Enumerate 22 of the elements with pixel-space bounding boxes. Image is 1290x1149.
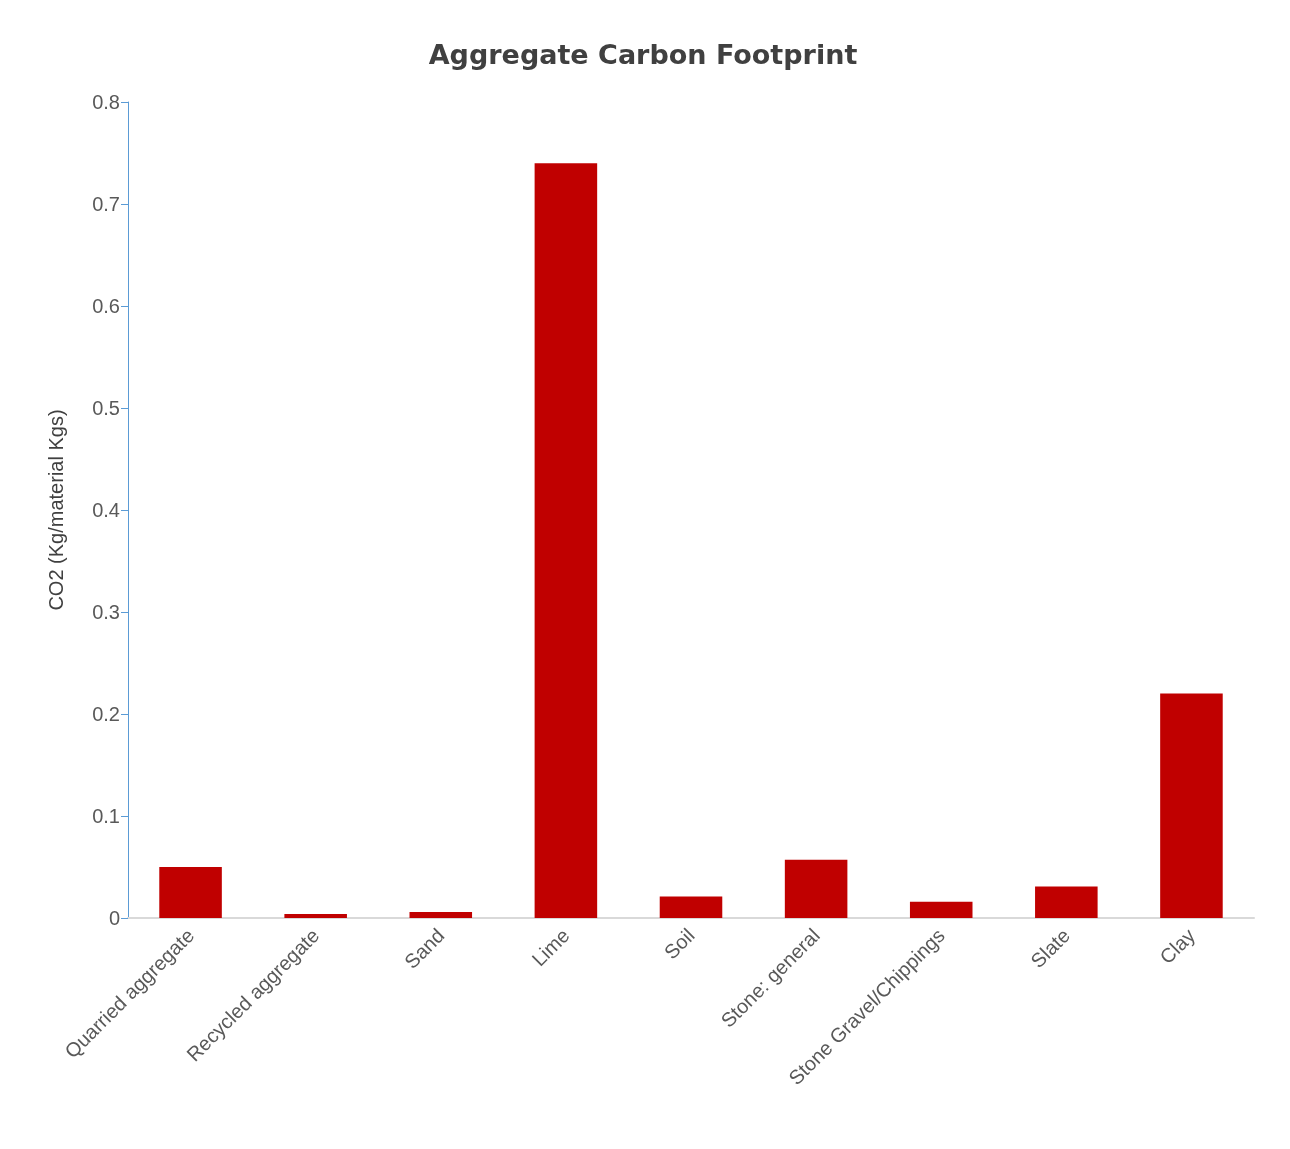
y-tick-label: 0.6 [92,295,120,317]
x-tick-label: Clay [1155,924,1200,969]
y-tick-label: 0.4 [92,499,120,521]
x-tick-label: Soil [659,924,699,964]
y-tick-label: 0.5 [92,397,120,419]
bar [284,913,347,918]
bar [909,901,973,918]
y-tick-label: 0.3 [92,601,120,623]
y-tick-label: 0 [108,907,120,929]
y-tick-label: 0.7 [92,193,120,215]
bar [784,859,848,918]
bar [409,911,473,918]
bar [159,867,222,918]
bar [534,163,598,918]
bar [1035,886,1098,918]
y-tick-label: 0.2 [92,703,120,725]
y-tick-label: 0.8 [92,91,120,113]
y-tick-label: 0.1 [92,805,120,827]
bar [1160,693,1223,918]
bar [659,896,723,918]
chart-title: Aggregate Carbon Footprint [428,39,858,70]
y-axis-title: CO2 (Kg/material Kgs) [45,409,67,611]
